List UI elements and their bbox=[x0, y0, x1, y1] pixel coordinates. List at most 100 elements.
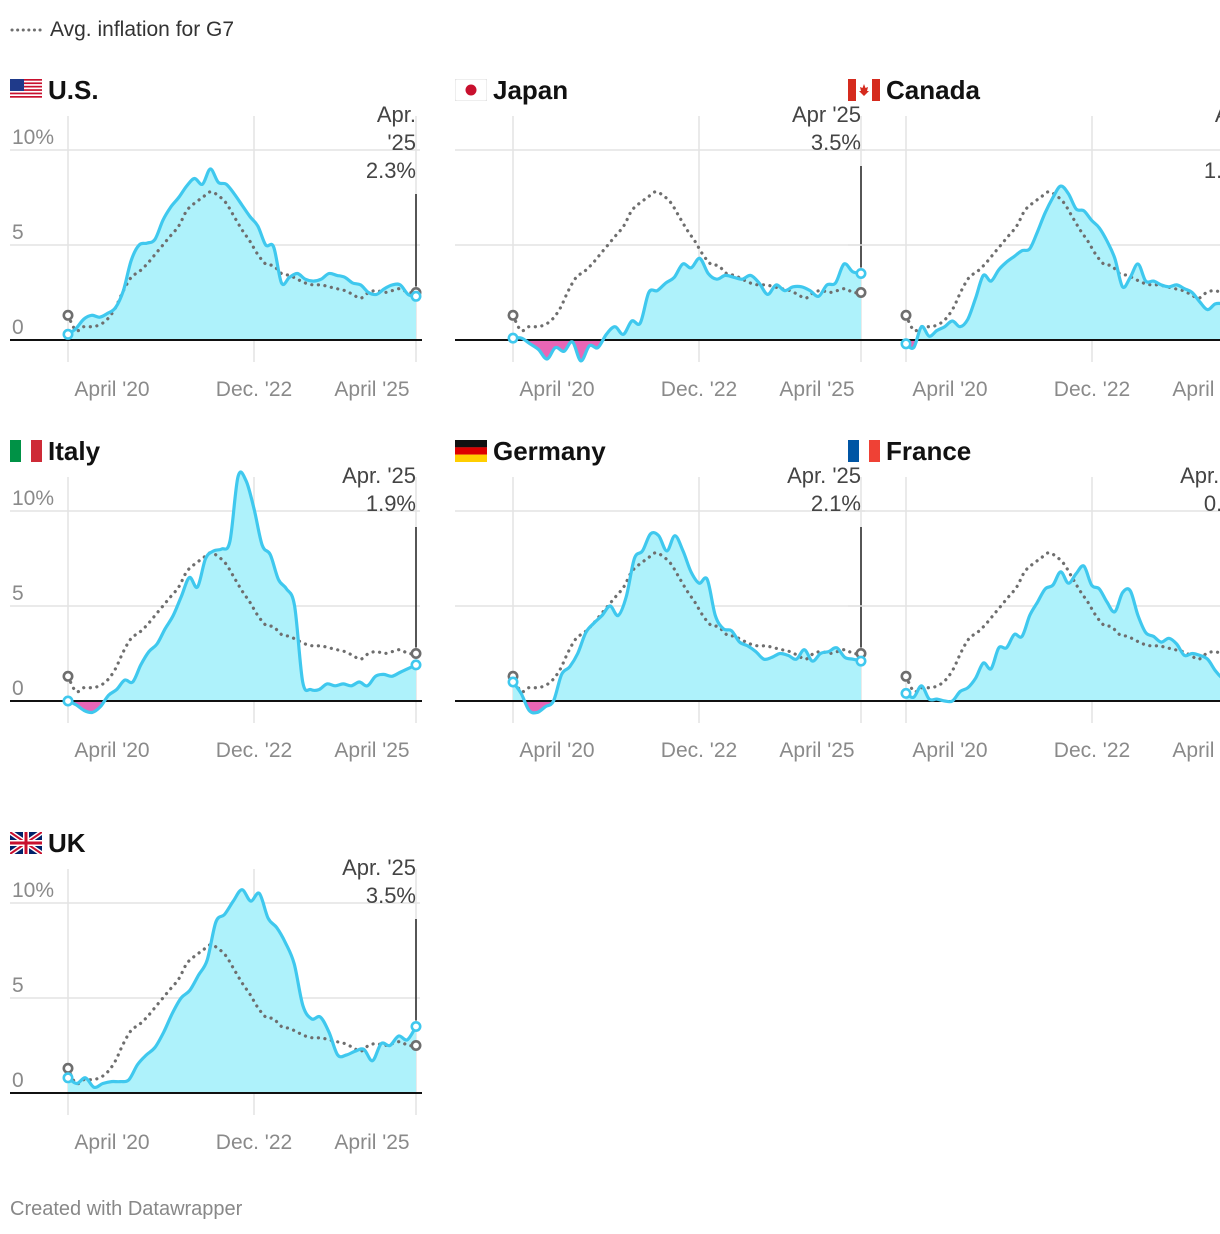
country-start-point bbox=[62, 328, 74, 340]
series-line-g7-average bbox=[904, 551, 1220, 694]
chart-plot: Apr. '25 2.1% April '20 Dec. '22 April '25 bbox=[455, 463, 867, 762]
chart-plot: Apr '25 3.5% April '20 Dec. '22 April '25 bbox=[455, 102, 867, 401]
chart-panel-germany: Germany Apr. '25 2.1% April '20 Dec. '22 Apr… bbox=[455, 433, 867, 783]
g7-end-point bbox=[410, 648, 422, 660]
y-tick-label: 0 bbox=[12, 677, 24, 700]
annotation-text: 3.5% bbox=[811, 130, 861, 155]
legend-label: Avg. inflation for G7 bbox=[50, 18, 235, 41]
country-end-point bbox=[410, 659, 422, 671]
annotation-text: 1.9% bbox=[366, 491, 416, 516]
area-fill-positive bbox=[906, 565, 1220, 701]
y-tick-label: 10% bbox=[12, 487, 54, 510]
credit-footer: Created with Datawrapper bbox=[10, 1198, 243, 1220]
g7-start-point bbox=[507, 309, 519, 321]
country-start-point bbox=[62, 695, 74, 707]
x-tick-label: April '25 bbox=[779, 378, 854, 401]
chart-title: Italy bbox=[48, 435, 101, 466]
g7-start-point bbox=[62, 670, 74, 682]
x-tick-label: April '20 bbox=[74, 378, 149, 401]
legend: Avg. inflation for G7 bbox=[10, 16, 234, 44]
country-end-point bbox=[410, 290, 422, 302]
annotation-text: Apr. '25 bbox=[342, 855, 416, 880]
x-tick-label: April '25 bbox=[779, 739, 854, 762]
annotation-text: Apr. '25 bbox=[342, 463, 416, 488]
x-tick-label: April '20 bbox=[519, 739, 594, 762]
series-line-g7-average bbox=[904, 190, 1220, 333]
chart-title: U.S. bbox=[48, 74, 99, 105]
chart-plot: 10% 5 0 Apr. '25 1.9% April '20 Dec. '22 April … bbox=[10, 463, 422, 762]
chart-plot: 10% 5 0 Apr. '25 3.5% April '20 Dec. '22 April … bbox=[10, 855, 422, 1154]
area-fill-positive bbox=[513, 532, 861, 701]
country-start-point bbox=[507, 676, 519, 688]
x-tick-label: Dec. '22 bbox=[216, 378, 292, 401]
series-line-country bbox=[67, 470, 417, 715]
gridlines bbox=[848, 477, 1220, 723]
y-tick-label: 10% bbox=[12, 879, 54, 902]
annotation-text: Apr. bbox=[1215, 102, 1220, 127]
area-fill-positive bbox=[68, 472, 416, 701]
area-fill-negative bbox=[513, 701, 861, 713]
x-tick-label: April '20 bbox=[74, 739, 149, 762]
annotation-text: Apr '25 bbox=[792, 102, 861, 127]
series-line-g7-average bbox=[66, 190, 418, 333]
area-fill-negative bbox=[513, 340, 861, 361]
y-tick-label: 0 bbox=[12, 316, 24, 339]
g7-start-point bbox=[900, 670, 912, 682]
y-tick-label: 5 bbox=[12, 582, 24, 605]
x-tick-label: April '25 bbox=[1172, 739, 1220, 762]
x-tick-label: Dec. '22 bbox=[216, 739, 292, 762]
annotation-text: 1.7% bbox=[1204, 158, 1220, 183]
x-tick-label: April '25 bbox=[334, 739, 409, 762]
dotted-line-icon bbox=[10, 28, 44, 32]
x-tick-label: Dec. '22 bbox=[1054, 739, 1130, 762]
annotation-text: 2.3% bbox=[366, 158, 416, 183]
series-line-country bbox=[512, 256, 862, 363]
chart-plot: 10% 5 0 Apr. '25 2.3% April '20 Dec. '22 April '… bbox=[10, 102, 422, 401]
country-end-point bbox=[410, 1021, 422, 1033]
x-tick-label: April '25 bbox=[334, 1131, 409, 1154]
chart-title: Canada bbox=[886, 74, 980, 105]
series-line-country bbox=[905, 184, 1220, 350]
g7-end-point bbox=[855, 287, 867, 299]
country-end-point bbox=[855, 268, 867, 280]
chart-title: France bbox=[886, 435, 972, 466]
us-flag-icon bbox=[10, 79, 42, 101]
area-fill-positive bbox=[68, 168, 416, 340]
series-line-country bbox=[511, 530, 862, 715]
annotation-text: 3.5% bbox=[366, 883, 416, 908]
y-tick-label: 5 bbox=[12, 974, 24, 997]
g7-start-point bbox=[62, 309, 74, 321]
annotation-text: 2.1% bbox=[811, 491, 861, 516]
chart-panel-france: France Apr. '25 0.8% April '20 Dec. '22 Apri… bbox=[848, 433, 1220, 783]
x-tick-label: April '20 bbox=[912, 739, 987, 762]
x-tick-label: Dec. '22 bbox=[661, 378, 737, 401]
series-line-g7-average bbox=[511, 551, 863, 694]
italy-flag-icon bbox=[10, 440, 42, 462]
series-line-g7-average bbox=[66, 943, 418, 1086]
y-tick-label: 10% bbox=[12, 126, 54, 149]
japan-flag-icon bbox=[455, 79, 487, 101]
x-tick-label: Dec. '22 bbox=[216, 1131, 292, 1154]
g7-start-point bbox=[62, 1062, 74, 1074]
chart-panel-us: U.S. 10% 5 0 Apr. '25 2.3% April '20 Dec. '22 Ap… bbox=[10, 72, 422, 422]
chart-plot: Apr. '25 0.8% April '20 Dec. '22 April '25 bbox=[848, 463, 1220, 762]
area-fill-positive bbox=[906, 186, 1220, 340]
chart-panel-uk: UK 10% 5 0 Apr. '25 3.5% April '20 Dec. '22 Apr… bbox=[10, 825, 422, 1175]
germany-flag-icon bbox=[455, 440, 487, 462]
france-flag-icon bbox=[848, 440, 880, 462]
x-tick-label: April '25 bbox=[1172, 378, 1220, 401]
chart-panel-italy: Italy 10% 5 0 Apr. '25 1.9% April '20 Dec. '22… bbox=[10, 433, 422, 783]
chart-title: Germany bbox=[493, 435, 606, 466]
x-tick-label: April '20 bbox=[912, 378, 987, 401]
annotation-text: Apr. '25 bbox=[1180, 463, 1220, 488]
series-line-country bbox=[67, 167, 417, 336]
annotation-text: 0.8% bbox=[1204, 491, 1220, 516]
x-tick-label: April '20 bbox=[519, 378, 594, 401]
series-line-g7-average bbox=[66, 551, 418, 694]
y-tick-label: 0 bbox=[12, 1069, 24, 1092]
series-line-country bbox=[67, 888, 418, 1090]
chart-title: Japan bbox=[493, 74, 569, 105]
x-tick-label: Dec. '22 bbox=[1054, 378, 1130, 401]
y-tick-label: 5 bbox=[12, 221, 24, 244]
canada-flag-icon bbox=[848, 79, 880, 101]
